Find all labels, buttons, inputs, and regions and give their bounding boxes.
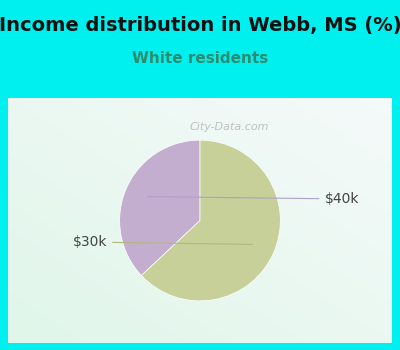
Text: White residents: White residents: [132, 51, 268, 66]
Text: Income distribution in Webb, MS (%): Income distribution in Webb, MS (%): [0, 16, 400, 35]
Text: $40k: $40k: [148, 192, 359, 206]
Wedge shape: [120, 140, 200, 275]
Text: $30k: $30k: [73, 235, 252, 249]
Wedge shape: [142, 140, 280, 301]
Text: City-Data.com: City-Data.com: [190, 122, 269, 132]
